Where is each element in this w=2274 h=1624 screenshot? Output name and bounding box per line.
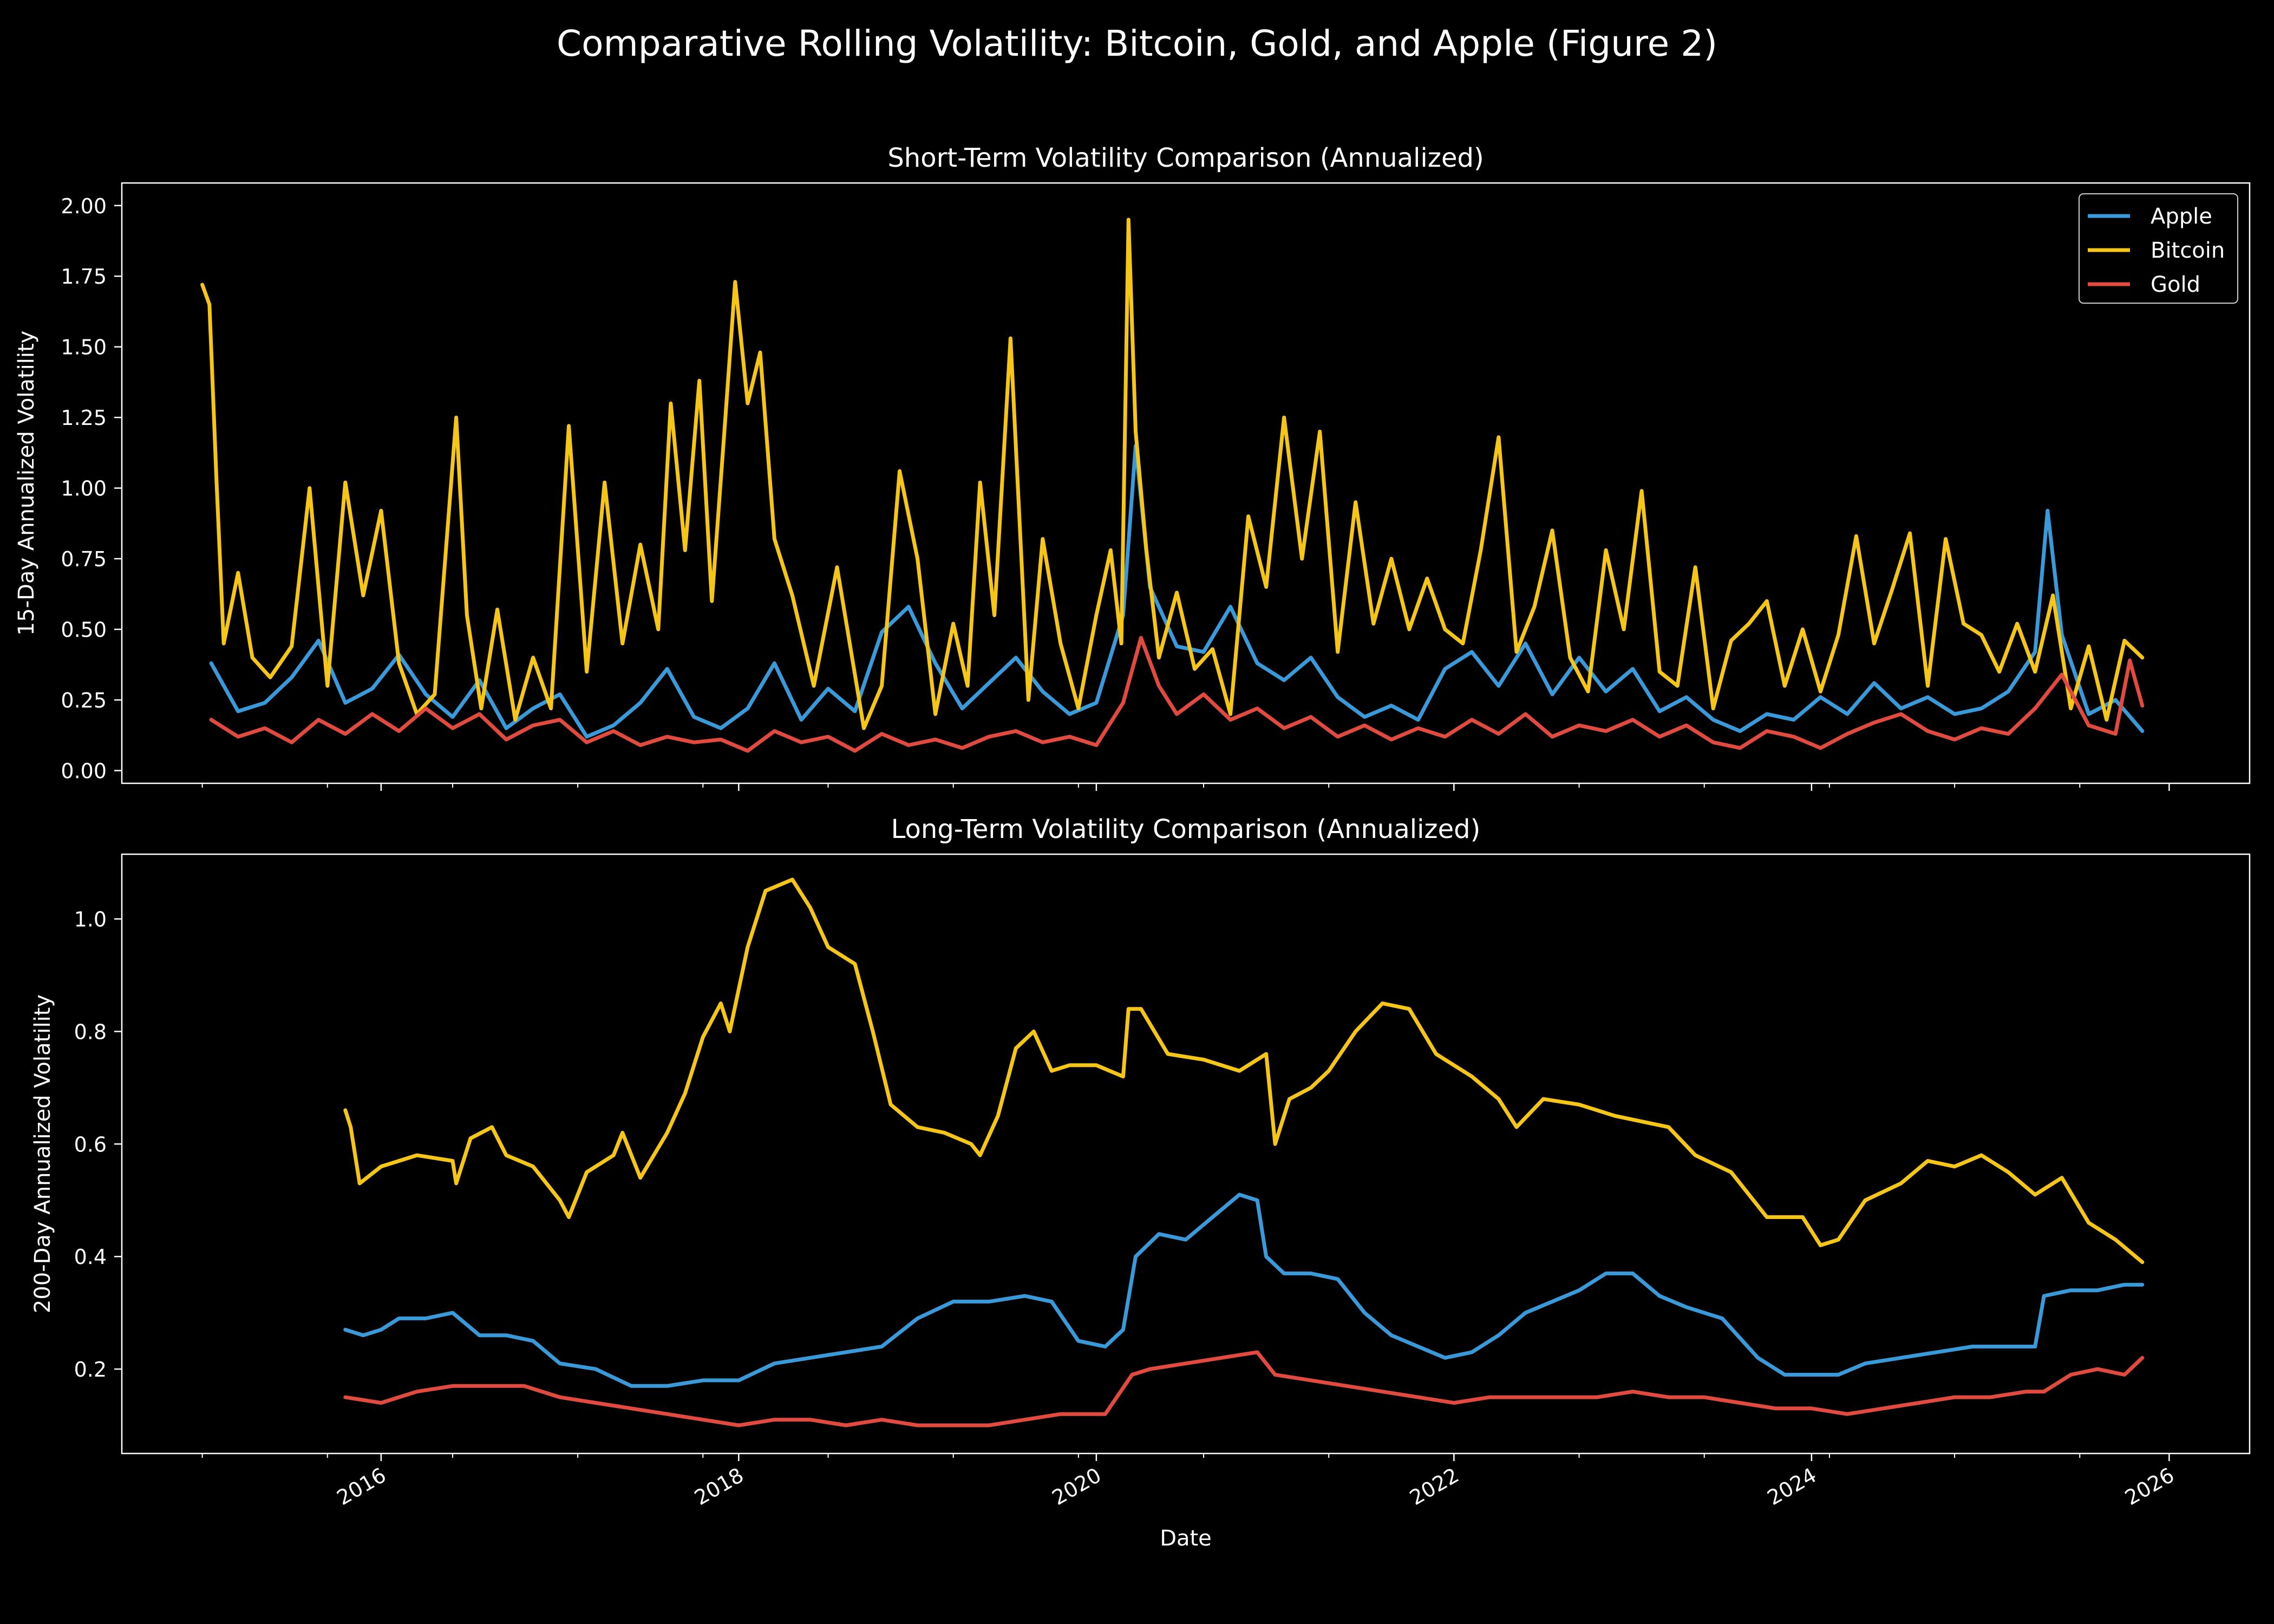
long-y-tick-label: 0.8	[74, 1020, 107, 1044]
long-x-tick-label: 2020	[1048, 1463, 1106, 1510]
short-y-tick-label: 1.25	[61, 406, 107, 430]
long-y-ticks: 0.2 0.4 0.6 0.8 1.0	[74, 908, 122, 1381]
short-series-lines	[200, 218, 2145, 753]
short-legend: Apple Bitcoin Gold	[2079, 193, 2238, 304]
short-panel-title: Short-Term Volatility Comparison (Annual…	[887, 143, 1484, 173]
long-x-axis-label: Date	[1160, 1526, 1212, 1551]
long-x-ticks: 2016 2018 2020 2022 2024 2026	[201, 1453, 2178, 1510]
long-y-tick-label: 0.6	[74, 1132, 107, 1156]
short-y-tick-label: 1.00	[61, 477, 107, 501]
long-axes-frame	[121, 853, 2251, 1455]
long-y-tick-label: 0.4	[74, 1245, 107, 1269]
short-legend-label: Bitcoin	[2151, 238, 2225, 263]
long-y-axis-label: 200-Day Annualized Volatility	[30, 994, 55, 1313]
long-term-panel: Long-Term Volatility Comparison (Annuali…	[30, 814, 2251, 1551]
long-panel-title: Long-Term Volatility Comparison (Annuali…	[891, 814, 1481, 844]
long-series-bitcoin	[343, 878, 2145, 1265]
long-series-gold	[343, 1350, 2145, 1427]
short-legend-label: Apple	[2151, 204, 2212, 229]
short-legend-box	[2079, 193, 2238, 304]
short-series-gold	[209, 636, 2145, 753]
short-axes-frame	[121, 182, 2251, 784]
long-y-tick-label: 1.0	[74, 908, 107, 932]
short-y-tick-label: 2.00	[61, 194, 107, 218]
short-y-tick-label: 1.75	[61, 265, 107, 289]
short-y-tick-label: 0.50	[61, 618, 107, 642]
long-y-tick-label: 0.2	[74, 1358, 107, 1381]
long-x-tick-label: 2022	[1406, 1463, 1463, 1510]
short-y-axis-label: 15-Day Annualized Volatility	[14, 331, 39, 636]
long-x-tick-label: 2018	[690, 1463, 748, 1510]
short-y-tick-label: 0.25	[61, 689, 107, 712]
short-y-tick-label: 0.00	[61, 759, 107, 783]
short-x-ticks	[201, 783, 2170, 791]
short-term-panel: Short-Term Volatility Comparison (Annual…	[14, 143, 2251, 791]
long-series-apple	[343, 1193, 2145, 1388]
short-legend-label: Gold	[2151, 272, 2200, 297]
short-series-apple	[209, 443, 2145, 739]
short-y-ticks: 0.00 0.25 0.50 0.75 1.00 1.25 1.50 1.75 2.00	[61, 194, 122, 783]
figure-title: Comparative Rolling Volatility: Bitcoin,…	[557, 23, 1717, 64]
short-series-bitcoin	[200, 218, 2145, 730]
short-y-tick-label: 1.50	[61, 336, 107, 359]
long-x-tick-label: 2026	[2121, 1463, 2178, 1510]
short-y-tick-label: 0.75	[61, 547, 107, 571]
long-x-tick-label: 2024	[1763, 1463, 1821, 1510]
long-x-tick-label: 2016	[333, 1463, 390, 1510]
long-series-lines	[343, 878, 2145, 1427]
